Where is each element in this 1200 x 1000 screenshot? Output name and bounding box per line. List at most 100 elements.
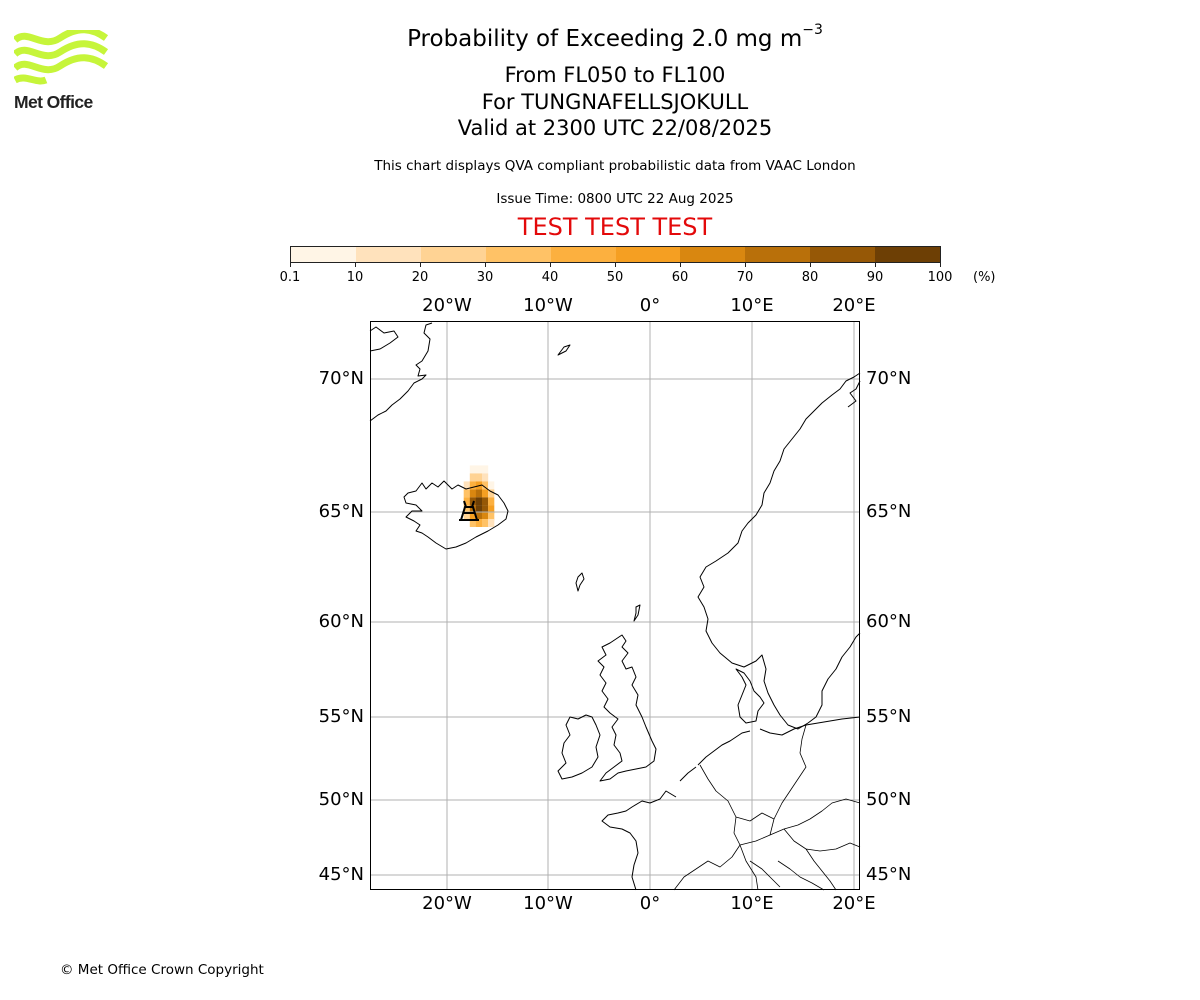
colorbar-segment bbox=[680, 247, 746, 262]
lon-label-top: 10°W bbox=[523, 295, 573, 316]
coastline-greenland bbox=[369, 322, 433, 422]
chart-title: Probability of Exceeding 2.0 mg m−3 bbox=[0, 23, 1200, 52]
colorbar-tick-label: 40 bbox=[541, 270, 559, 285]
flight-level-range: From FL050 to FL100 bbox=[504, 63, 726, 87]
colorbar-tick-label: 70 bbox=[736, 270, 754, 285]
ash-probability-cell bbox=[488, 512, 495, 521]
map-frame bbox=[370, 321, 860, 890]
coastline-denmark bbox=[735, 668, 765, 724]
ash-probability-cell bbox=[488, 497, 495, 506]
coastline-iceland bbox=[403, 480, 509, 550]
colorbar-segment bbox=[291, 247, 356, 262]
lon-label-top: 10°E bbox=[730, 295, 774, 316]
colorbar-tick-label: 100 bbox=[927, 270, 953, 285]
ash-probability-cell bbox=[463, 497, 470, 506]
coastline-jan-mayen bbox=[557, 344, 571, 356]
ash-probability-cell bbox=[463, 481, 470, 490]
ash-probability-cell bbox=[475, 465, 483, 474]
coastline-scandinavia bbox=[697, 372, 861, 730]
met-office-wave-logo-icon bbox=[12, 26, 109, 85]
colorbar-tick-label: 80 bbox=[801, 270, 819, 285]
coastline-europe bbox=[601, 716, 861, 891]
colorbar bbox=[290, 246, 941, 263]
colorbar-tick-label: 10 bbox=[346, 270, 364, 285]
colorbar-tick-label: 60 bbox=[671, 270, 689, 285]
lon-label-top: 20°W bbox=[422, 295, 472, 316]
ash-probability-cell bbox=[482, 497, 489, 506]
ash-probability-cell bbox=[469, 473, 476, 482]
chart-title-text: Probability of Exceeding 2.0 mg m bbox=[407, 26, 803, 52]
country-borders bbox=[673, 724, 861, 891]
issue-time: Issue Time: 0800 UTC 22 Aug 2025 bbox=[496, 191, 734, 207]
ash-probability-cell bbox=[488, 489, 495, 498]
lat-label-right: 60°N bbox=[866, 611, 912, 632]
ash-probability-cell bbox=[482, 465, 489, 474]
lat-label-left: 45°N bbox=[318, 864, 364, 885]
ash-probability-cell bbox=[469, 489, 476, 498]
colorbar-segment bbox=[420, 247, 486, 262]
ash-probability-cell bbox=[482, 481, 489, 490]
ash-probability-cell bbox=[482, 519, 489, 527]
lon-label-top: 0° bbox=[639, 295, 661, 316]
lat-label-left: 60°N bbox=[318, 611, 364, 632]
colorbar-tick-label: 30 bbox=[476, 270, 494, 285]
colorbar-segment bbox=[550, 247, 616, 262]
coastlines bbox=[369, 322, 861, 891]
ash-probability-cell bbox=[463, 512, 470, 521]
ash-probability-cell bbox=[482, 512, 489, 521]
colorbar-tick bbox=[355, 262, 356, 267]
lat-label-right: 70°N bbox=[866, 368, 912, 389]
lat-label-left: 70°N bbox=[318, 368, 364, 389]
colorbar-segment bbox=[485, 247, 551, 262]
volcano-marker-icon bbox=[459, 500, 479, 521]
coastline-faroes bbox=[575, 572, 585, 592]
colorbar-tick bbox=[550, 262, 551, 267]
coastline-great-britain bbox=[597, 634, 657, 782]
ash-probability-cell bbox=[469, 465, 476, 474]
colorbar-tick-label: 90 bbox=[866, 270, 884, 285]
colorbar-tick-label: 0.1 bbox=[279, 270, 301, 285]
colorbar-tick bbox=[615, 262, 616, 267]
ash-plume bbox=[463, 465, 495, 527]
lat-label-left: 50°N bbox=[318, 789, 364, 810]
colorbar-unit: (%) bbox=[973, 270, 996, 285]
valid-time: Valid at 2300 UTC 22/08/2025 bbox=[457, 116, 773, 140]
ash-probability-cell bbox=[469, 519, 476, 527]
lat-label-left: 55°N bbox=[318, 706, 364, 727]
ash-probability-cell bbox=[463, 505, 470, 514]
colorbar-tick bbox=[680, 262, 681, 267]
ash-probability-cell bbox=[475, 505, 483, 514]
colorbar-segment bbox=[875, 247, 941, 262]
colorbar-tick bbox=[290, 262, 291, 267]
volcano-title: For TUNGNAFELLSJOKULL bbox=[481, 90, 749, 114]
ash-probability-cell bbox=[488, 481, 495, 490]
lon-label-bottom: 0° bbox=[639, 893, 661, 914]
ash-probability-cell bbox=[482, 505, 489, 514]
gridlines bbox=[370, 321, 860, 890]
ash-probability-cell bbox=[482, 489, 489, 498]
lat-label-right: 55°N bbox=[866, 706, 912, 727]
colorbar-tick bbox=[485, 262, 486, 267]
subtitle: This chart displays QVA compliant probab… bbox=[374, 158, 856, 174]
lat-label-right: 45°N bbox=[866, 864, 912, 885]
colorbar-tick bbox=[745, 262, 746, 267]
colorbar-tick bbox=[810, 262, 811, 267]
ash-probability-cell bbox=[488, 505, 495, 514]
ash-probability-cell bbox=[475, 512, 483, 521]
colorbar-segment bbox=[810, 247, 876, 262]
lon-label-bottom: 10°W bbox=[523, 893, 573, 914]
ash-probability-cell bbox=[475, 519, 483, 527]
copyright: © Met Office Crown Copyright bbox=[60, 962, 264, 978]
chart-title-superscript: −3 bbox=[802, 22, 823, 38]
test-banner: TEST TEST TEST bbox=[517, 213, 713, 241]
logo-text: Met Office bbox=[14, 92, 93, 112]
coastline-shetland bbox=[633, 604, 641, 622]
ash-probability-cell bbox=[475, 473, 483, 482]
colorbar-tick-label: 50 bbox=[606, 270, 624, 285]
colorbar-segment bbox=[745, 247, 811, 262]
ash-probability-cell bbox=[482, 473, 489, 482]
colorbar-segment bbox=[615, 247, 681, 262]
ash-probability-cell bbox=[469, 481, 476, 490]
colorbar-tick-label: 20 bbox=[411, 270, 429, 285]
ash-probability-cell bbox=[463, 489, 470, 498]
